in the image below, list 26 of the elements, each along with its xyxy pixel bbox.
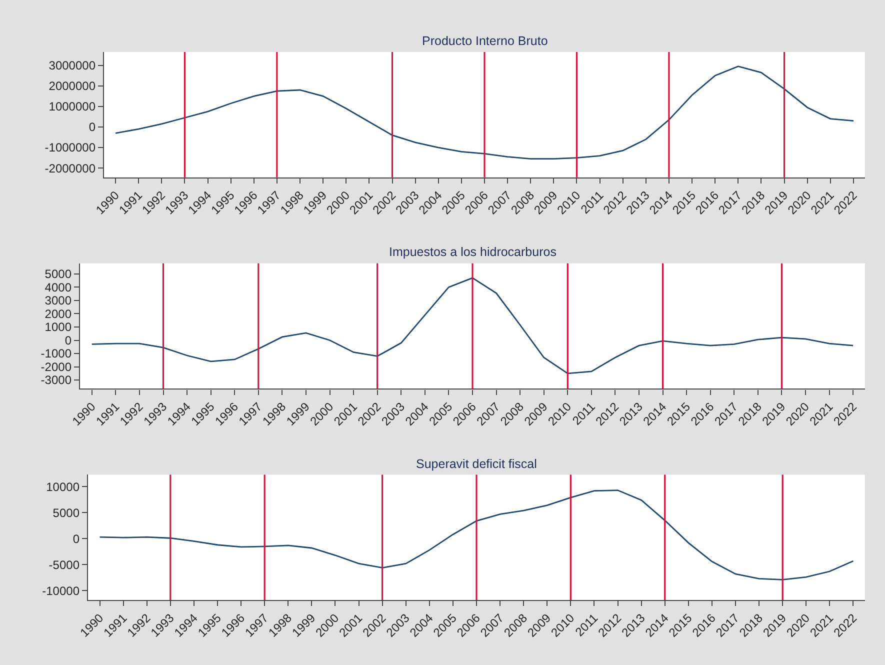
y-tick-label: 10000 xyxy=(46,480,80,494)
y-tick-label: -2000000 xyxy=(44,161,96,176)
y-tick-label: -10000 xyxy=(42,584,80,598)
chart-title: Superavit deficit fiscal xyxy=(416,457,537,471)
y-tick-label: 1000 xyxy=(44,320,72,334)
y-tick-label: 5000 xyxy=(52,506,80,520)
y-tick-label: -1000000 xyxy=(44,140,96,155)
line-series xyxy=(99,490,854,580)
y-tick-label: 5000 xyxy=(44,267,72,282)
y-tick-label: 1000000 xyxy=(48,100,96,114)
y-tick-label: 2000000 xyxy=(48,79,96,94)
line-series xyxy=(114,66,854,160)
y-tick-label: 0 xyxy=(64,333,72,348)
y-tick-label: 2000 xyxy=(44,306,72,321)
y-tick-label: -3000 xyxy=(40,373,72,388)
y-tick-label: 3000000 xyxy=(48,58,96,73)
y-tick-label: -5000 xyxy=(48,558,80,572)
y-tick-label: 0 xyxy=(88,120,96,134)
line-series xyxy=(91,277,854,374)
y-tick-label: 0 xyxy=(72,532,80,546)
y-tick-label: 3000 xyxy=(44,294,72,308)
y-tick-label: -2000 xyxy=(40,360,72,374)
y-tick-label: -1000 xyxy=(40,346,72,361)
chart-title: Impuestos a los hidrocarburos xyxy=(389,245,556,259)
chart-title: Producto Interno Bruto xyxy=(422,34,548,48)
y-tick-label: 4000 xyxy=(44,280,72,294)
